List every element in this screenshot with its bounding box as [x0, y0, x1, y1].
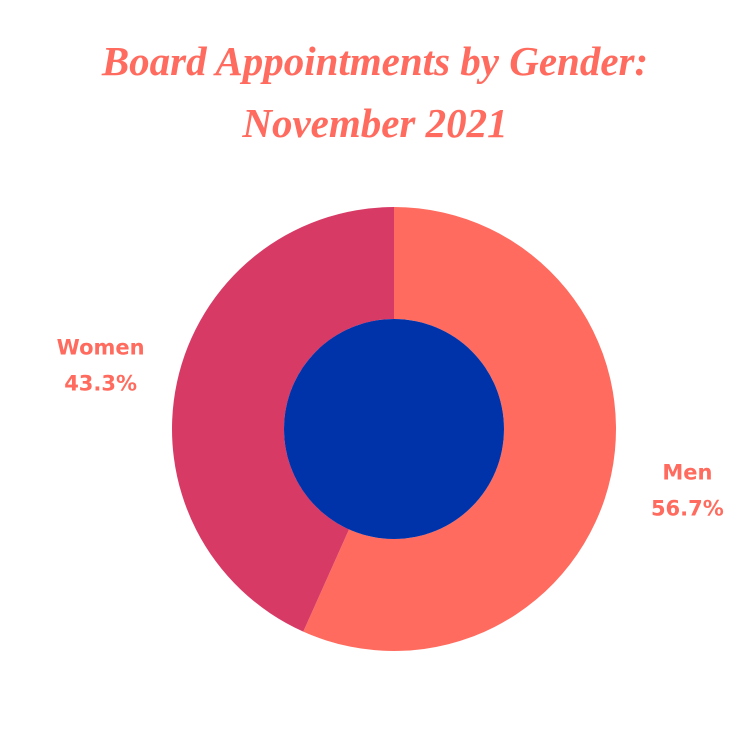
slice-label: Women: [57, 335, 145, 359]
value-label: 56.7%: [651, 497, 724, 521]
chart-title: Board Appointments by Gender: November 2…: [101, 38, 649, 146]
slice-label: Men: [662, 461, 712, 485]
value-label: 43.3%: [64, 371, 137, 395]
donut-slice: [303, 207, 616, 651]
donut-slice: [171, 207, 394, 632]
donut-hole: [284, 319, 504, 539]
